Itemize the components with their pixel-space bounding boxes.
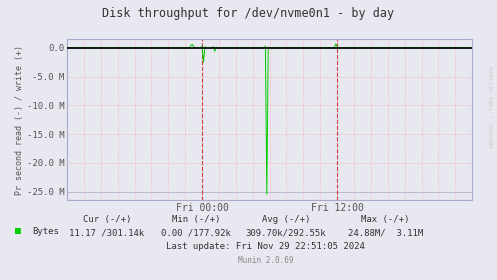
Text: Last update: Fri Nov 29 22:51:05 2024: Last update: Fri Nov 29 22:51:05 2024 (166, 242, 365, 251)
Text: Disk throughput for /dev/nvme0n1 - by day: Disk throughput for /dev/nvme0n1 - by da… (102, 7, 395, 20)
Text: 0.00 /177.92k: 0.00 /177.92k (162, 229, 231, 238)
Text: RRDTOOL / TOBI OETIKER: RRDTOOL / TOBI OETIKER (490, 65, 495, 148)
Text: Avg (-/+): Avg (-/+) (261, 215, 310, 224)
Text: 11.17 /301.14k: 11.17 /301.14k (69, 229, 145, 238)
Text: 24.88M/  3.11M: 24.88M/ 3.11M (347, 229, 423, 238)
Text: Bytes: Bytes (32, 227, 59, 235)
Text: Max (-/+): Max (-/+) (361, 215, 410, 224)
Text: Cur (-/+): Cur (-/+) (83, 215, 131, 224)
Text: Min (-/+): Min (-/+) (172, 215, 221, 224)
Text: ■: ■ (15, 226, 21, 236)
Text: Munin 2.0.69: Munin 2.0.69 (238, 256, 294, 265)
Text: 309.70k/292.55k: 309.70k/292.55k (246, 229, 326, 238)
Y-axis label: Pr second read (-) / write (+): Pr second read (-) / write (+) (15, 45, 24, 195)
